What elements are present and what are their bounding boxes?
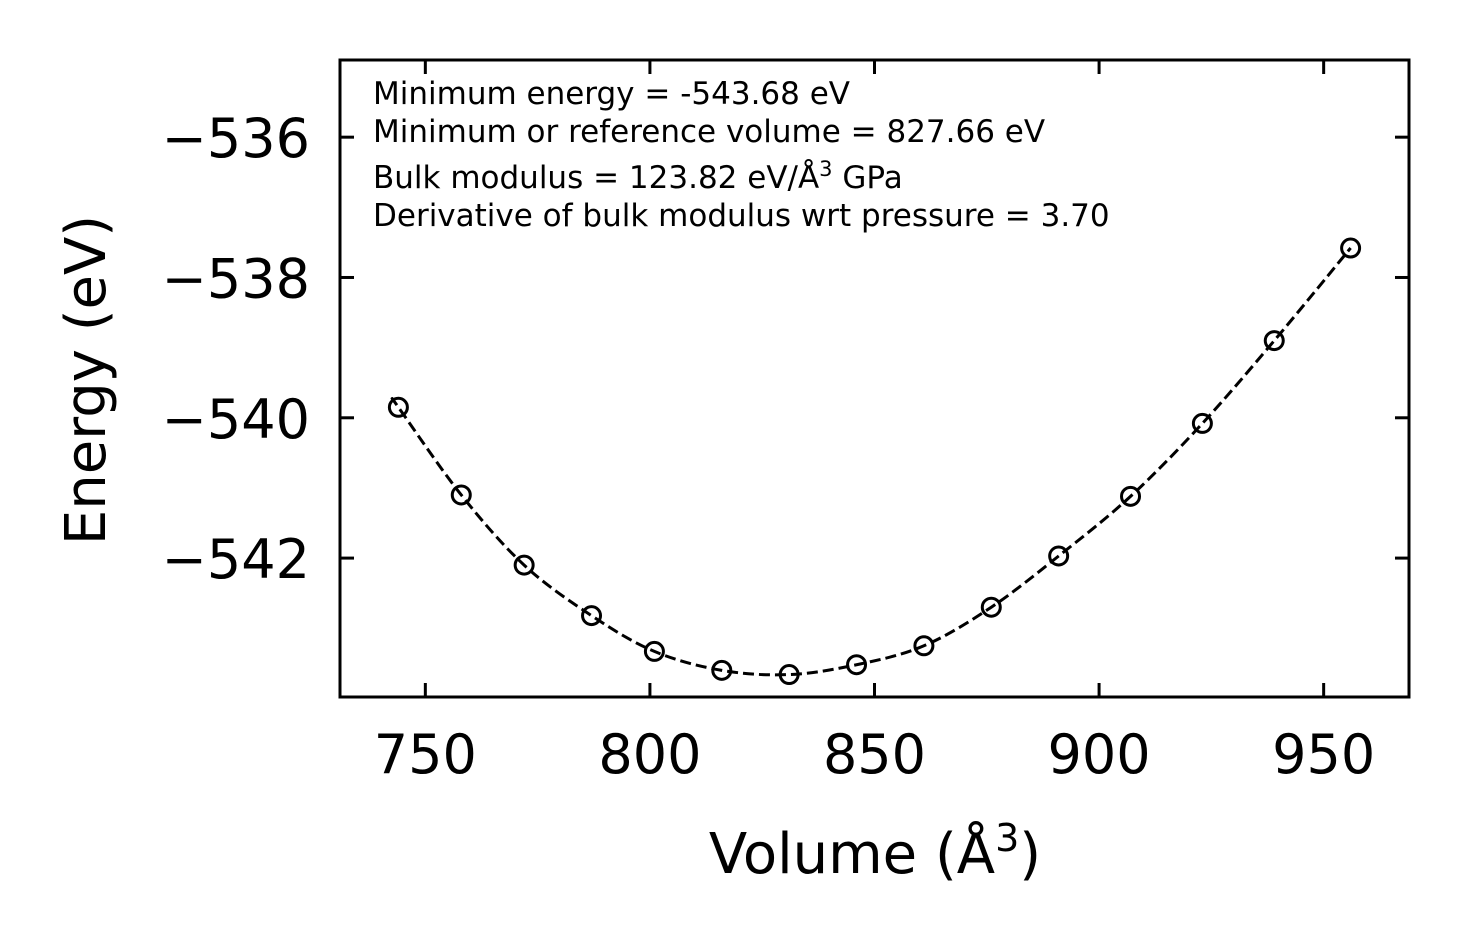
annotation-bulk-modulus-text: Bulk modulus = 123.82 eV/Å (373, 160, 819, 196)
data-point (513, 554, 535, 576)
plot-frame (338, 58, 1411, 699)
y-tick-label: −538 (162, 247, 310, 310)
data-point (980, 596, 1002, 618)
y-tick-label: −542 (162, 528, 310, 591)
x-axis-title-end: ) (1019, 822, 1041, 887)
annotation-min-volume: Minimum or reference volume = 827.66 eV (373, 114, 1045, 150)
data-point (1340, 237, 1362, 259)
y-axis-title: Energy (eV) (54, 215, 119, 545)
data-point (1048, 545, 1070, 567)
annotation-bulk-derivative: Derivative of bulk modulus wrt pressure … (373, 198, 1110, 234)
data-points-group (387, 237, 1362, 686)
x-axis-title-text: Volume (Å (709, 821, 995, 887)
data-point (643, 640, 665, 662)
data-point (387, 396, 409, 418)
y-tick-label: −540 (162, 388, 310, 451)
x-tick-label: 950 (1272, 723, 1375, 786)
data-point (913, 635, 935, 657)
x-axis-title-sup: 3 (995, 816, 1019, 860)
data-point (778, 664, 800, 686)
x-tick-label: 850 (823, 723, 926, 786)
ticks-group: 750 800 850 900 950 −536 −538 −540 −542 (162, 60, 1409, 786)
data-point (581, 605, 603, 627)
fit-curve (390, 247, 1352, 677)
data-point (450, 484, 472, 506)
annotation-bulk-modulus-sup: 3 (819, 157, 832, 181)
fit-curve-group (390, 247, 1352, 677)
x-axis-title: Volume (Å3) (709, 816, 1041, 887)
x-tick-label: 800 (598, 723, 701, 786)
data-point (1263, 330, 1285, 352)
data-point (711, 659, 733, 681)
y-tick-label: −536 (162, 107, 310, 170)
data-point (1120, 485, 1142, 507)
data-point (846, 654, 868, 676)
annotation-bulk-modulus-unit: GPa (833, 160, 903, 196)
x-tick-label: 750 (374, 723, 477, 786)
annotation-bulk-modulus: Bulk modulus = 123.82 eV/Å3 GPa (373, 157, 903, 196)
data-point (1191, 412, 1213, 434)
annotation-min-energy: Minimum energy = -543.68 eV (373, 76, 850, 112)
x-tick-label: 900 (1048, 723, 1151, 786)
